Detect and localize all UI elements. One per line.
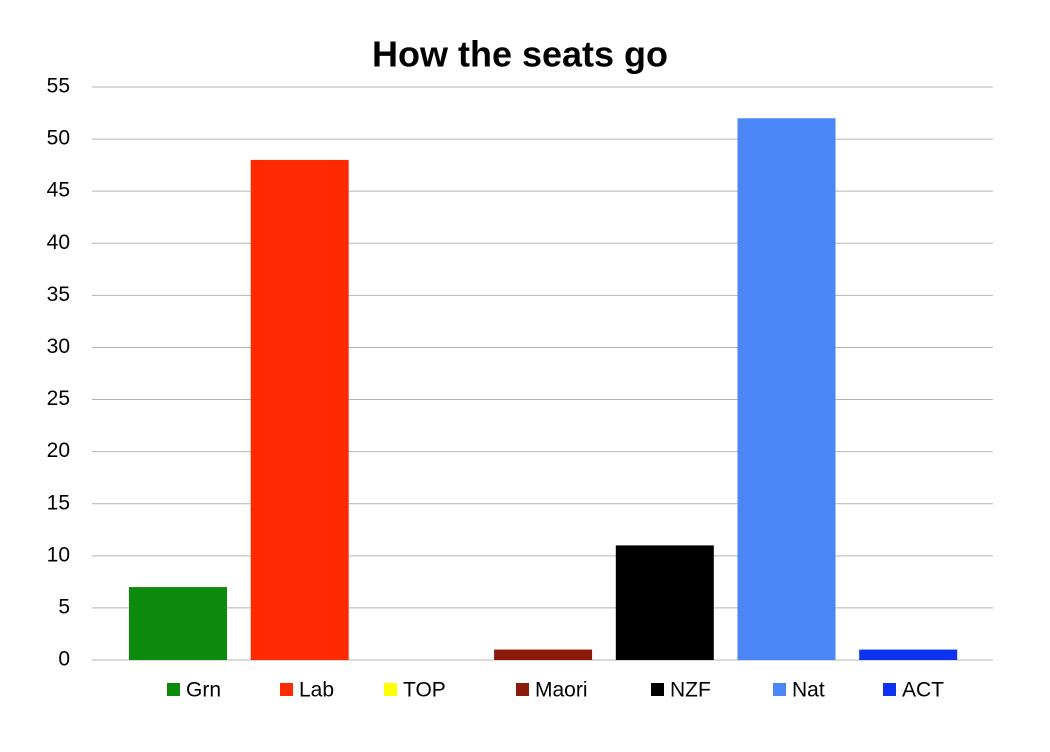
bar — [250, 159, 349, 660]
chart-title: How the seats go — [372, 34, 668, 75]
legend-swatch — [167, 683, 180, 696]
y-tick-label: 35 — [47, 283, 70, 306]
y-tick-label: 15 — [47, 491, 70, 514]
y-tick-label: 30 — [47, 335, 70, 358]
legend-label: Nat — [792, 679, 825, 702]
bar — [129, 587, 227, 660]
bar — [494, 649, 593, 660]
bar — [737, 118, 836, 661]
y-tick-label: 50 — [47, 127, 70, 150]
bar — [615, 545, 714, 660]
y-tick-label: 40 — [47, 231, 70, 254]
legend-label: Grn — [186, 679, 221, 702]
legend-swatch — [773, 683, 786, 696]
legend-label: Maori — [535, 679, 588, 702]
legend-swatch — [883, 683, 896, 696]
y-tick-label: 20 — [47, 439, 70, 462]
legend-swatch — [651, 683, 664, 696]
y-tick-label: 10 — [47, 543, 70, 566]
y-tick-label: 55 — [47, 75, 70, 98]
y-tick-label: 45 — [47, 179, 70, 202]
y-tick-label: 5 — [58, 595, 70, 618]
legend-swatch — [516, 683, 529, 696]
legend-label: ACT — [902, 679, 944, 702]
bar — [859, 649, 958, 660]
y-tick-label: 25 — [47, 387, 70, 410]
legend-label: NZF — [670, 679, 711, 702]
legend-label: Lab — [299, 679, 334, 702]
y-tick-label: 0 — [58, 648, 70, 671]
legend-swatch — [384, 683, 397, 696]
legend-swatch — [280, 683, 293, 696]
legend-label: TOP — [403, 679, 446, 702]
